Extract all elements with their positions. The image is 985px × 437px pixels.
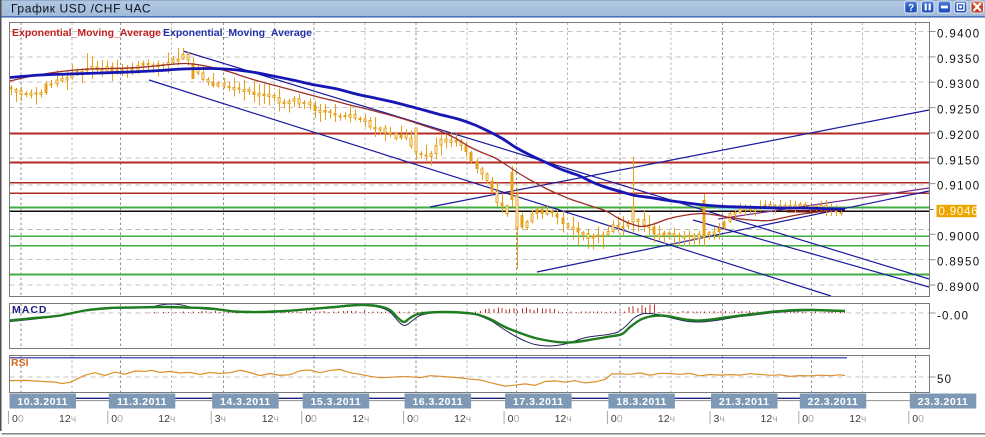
svg-text:0.8900: 0.8900 [937, 282, 981, 294]
svg-text:0.8950: 0.8950 [937, 257, 981, 269]
svg-text:12ч: 12ч [761, 413, 778, 425]
svg-text:-0.00: -0.00 [937, 311, 969, 323]
svg-text:Exponential_Moving_Average: Exponential_Moving_Average [163, 27, 312, 39]
svg-text:21.3.2011: 21.3.2011 [719, 396, 770, 408]
svg-text:MACD: MACD [12, 304, 48, 316]
svg-text:00: 00 [111, 413, 123, 425]
svg-text:18.3.2011: 18.3.2011 [616, 396, 667, 408]
svg-text:12ч: 12ч [658, 413, 675, 425]
svg-text:12ч: 12ч [849, 413, 866, 425]
svg-text:0.9400: 0.9400 [937, 29, 981, 41]
svg-text:12ч: 12ч [454, 413, 471, 425]
svg-text:?: ? [908, 3, 914, 14]
svg-text:00: 00 [802, 413, 814, 425]
svg-text:12ч: 12ч [352, 413, 369, 425]
svg-text:0.9150: 0.9150 [937, 155, 981, 167]
svg-text:23.3.2011: 23.3.2011 [918, 396, 969, 408]
svg-text:0.9046: 0.9046 [939, 206, 979, 218]
svg-text:22.3.2011: 22.3.2011 [808, 396, 859, 408]
svg-text:RSI: RSI [11, 357, 29, 369]
svg-text:00: 00 [611, 413, 623, 425]
svg-text:17.3.2011: 17.3.2011 [513, 396, 564, 408]
svg-text:00: 00 [912, 413, 924, 425]
svg-text:0.9200: 0.9200 [937, 130, 981, 142]
svg-text:16.3.2011: 16.3.2011 [412, 396, 463, 408]
svg-text:3ч: 3ч [215, 413, 226, 425]
svg-text:12ч: 12ч [158, 413, 175, 425]
svg-text:12ч: 12ч [262, 413, 279, 425]
svg-text:Exponential_Moving_Average: Exponential_Moving_Average [12, 27, 161, 39]
svg-text:0.9100: 0.9100 [937, 181, 981, 193]
svg-text:50: 50 [937, 374, 952, 386]
svg-text:10.3.2011: 10.3.2011 [17, 396, 68, 408]
svg-text:14.3.2011: 14.3.2011 [220, 396, 271, 408]
svg-text:График USD /CHF ЧАС: График USD /CHF ЧАС [11, 2, 151, 16]
svg-text:11.3.2011: 11.3.2011 [117, 396, 167, 408]
svg-text:12ч: 12ч [555, 413, 572, 425]
svg-text:00: 00 [305, 413, 317, 425]
svg-text:00: 00 [407, 413, 419, 425]
svg-text:0.9250: 0.9250 [937, 105, 981, 117]
svg-text:0.9300: 0.9300 [937, 79, 981, 91]
svg-text:12ч: 12ч [59, 413, 76, 425]
svg-text:15.3.2011: 15.3.2011 [311, 396, 362, 408]
svg-text:3ч: 3ч [714, 413, 725, 425]
svg-text:0.9350: 0.9350 [937, 54, 981, 66]
svg-text:00: 00 [12, 413, 24, 425]
svg-text:00: 00 [508, 413, 520, 425]
svg-text:0.9000: 0.9000 [937, 231, 981, 243]
